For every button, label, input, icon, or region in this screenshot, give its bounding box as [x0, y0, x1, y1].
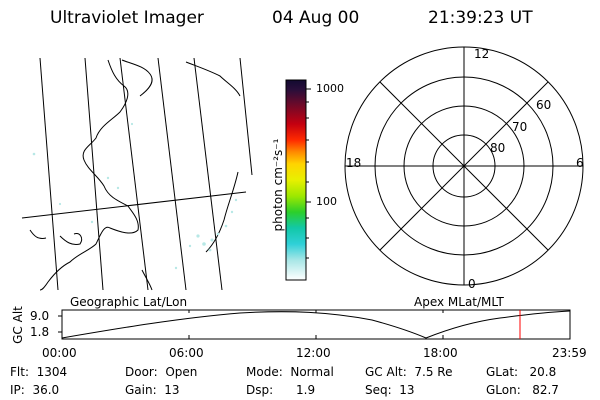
status-glon: GLon: 82.7	[486, 383, 559, 397]
orbit-xtick-0000: 00:00	[42, 346, 77, 360]
mlat-label-70: 70	[512, 120, 528, 134]
geographic-label: Geographic Lat/Lon	[70, 295, 188, 309]
status-door: Door: Open	[125, 365, 198, 379]
mlt-label-0: 0	[468, 277, 476, 291]
status-ip: IP: 36.0	[10, 383, 60, 397]
mlat-label-60: 60	[536, 98, 552, 112]
orbit-ylabel: GC Alt	[11, 306, 25, 344]
orbit-plot	[58, 309, 571, 340]
geographic-map	[21, 57, 253, 291]
aurora-speckles	[32, 122, 238, 270]
coastline	[39, 59, 139, 291]
status-gc-alt: GC Alt: 7.5 Re	[365, 365, 453, 379]
colorbar-tick-1000: 1000	[316, 82, 344, 95]
orbit-xtick-2359: 23:59	[552, 346, 587, 360]
orbit-xtick-1200: 12:00	[296, 346, 331, 360]
apex-label: Apex MLat/MLT	[414, 295, 504, 309]
orbit-xtick-1800: 18:00	[423, 346, 458, 360]
status-flt: Flt: 1304	[10, 365, 68, 379]
status-mode: Mode: Normal	[246, 365, 334, 379]
colorbar-ticks	[306, 88, 311, 259]
orbit-xtick-0600: 06:00	[169, 346, 204, 360]
mlt-label-18: 18	[346, 156, 362, 170]
orbit-ytick-1-8: 1.8	[30, 325, 50, 339]
date-label: 04 Aug 00	[272, 8, 360, 28]
status-dsp: Dsp: 1.9	[246, 383, 316, 397]
app-title: Ultraviolet Imager	[50, 8, 204, 28]
status-glat: GLat: 20.8	[486, 365, 557, 379]
orbit-ytick-9: 9.0	[30, 309, 50, 323]
colorbar	[285, 79, 307, 281]
status-gain: Gain: 13	[125, 383, 180, 397]
time-label: 21:39:23 UT	[428, 8, 533, 28]
mlat-label-80: 80	[490, 141, 506, 155]
altitude-curve	[61, 310, 571, 339]
colorbar-tick-100: 100	[316, 195, 337, 208]
status-seq: Seq: 13	[365, 383, 415, 397]
colorbar-unit-label: photon cm⁻²s⁻¹	[271, 138, 285, 232]
mlt-label-12: 12	[474, 47, 490, 61]
polar-plot	[344, 46, 584, 286]
mlt-label-6: 6	[576, 156, 584, 170]
